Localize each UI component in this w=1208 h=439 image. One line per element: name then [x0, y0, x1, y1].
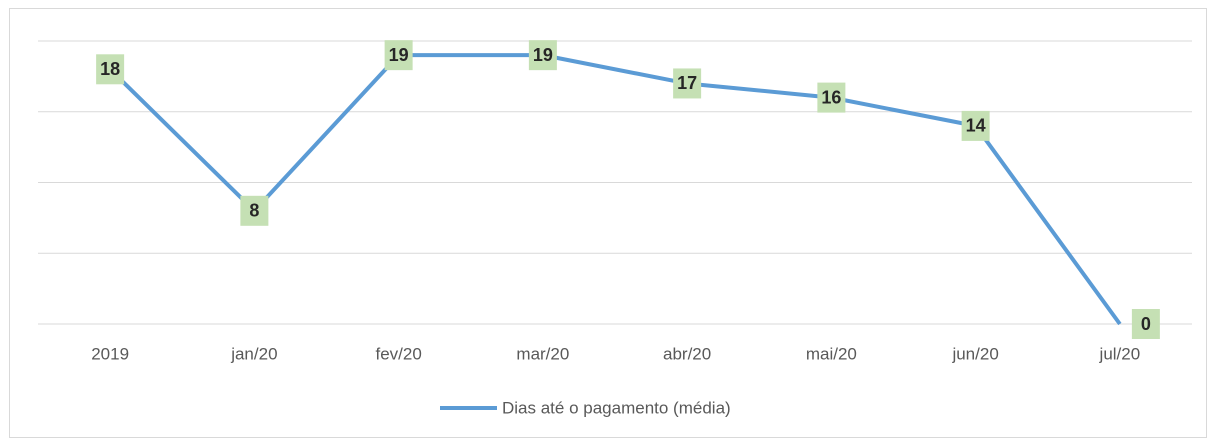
- data-label: 18: [100, 59, 120, 79]
- data-label-box: [96, 54, 125, 85]
- x-tick-label: mar/20: [516, 344, 569, 363]
- data-label: 0: [1141, 314, 1151, 334]
- data-label-box: [961, 110, 990, 141]
- data-label: 17: [677, 73, 697, 93]
- data-label-box: [673, 68, 702, 99]
- data-label: 19: [533, 45, 553, 65]
- x-tick-label: jun/20: [951, 344, 998, 363]
- data-label-box: [528, 40, 557, 71]
- data-label-box: [1131, 309, 1160, 339]
- x-tick-label: jul/20: [1099, 344, 1141, 363]
- legend-label: Dias até o pagamento (média): [502, 398, 731, 417]
- data-label: 8: [249, 201, 259, 221]
- data-label-box: [384, 40, 413, 71]
- x-tick-label: mai/20: [806, 344, 857, 363]
- data-label: 14: [966, 116, 986, 136]
- x-tick-label: abr/20: [663, 344, 711, 363]
- chart-border: [9, 8, 1207, 438]
- data-label: 19: [389, 45, 409, 65]
- x-tick-label: 2019: [91, 344, 129, 363]
- x-tick-label: fev/20: [375, 344, 421, 363]
- data-label-box: [817, 82, 846, 113]
- data-label: 16: [821, 87, 841, 107]
- x-tick-label: jan/20: [230, 344, 277, 363]
- data-label-box: [240, 195, 269, 226]
- series-line: [108, 53, 1122, 326]
